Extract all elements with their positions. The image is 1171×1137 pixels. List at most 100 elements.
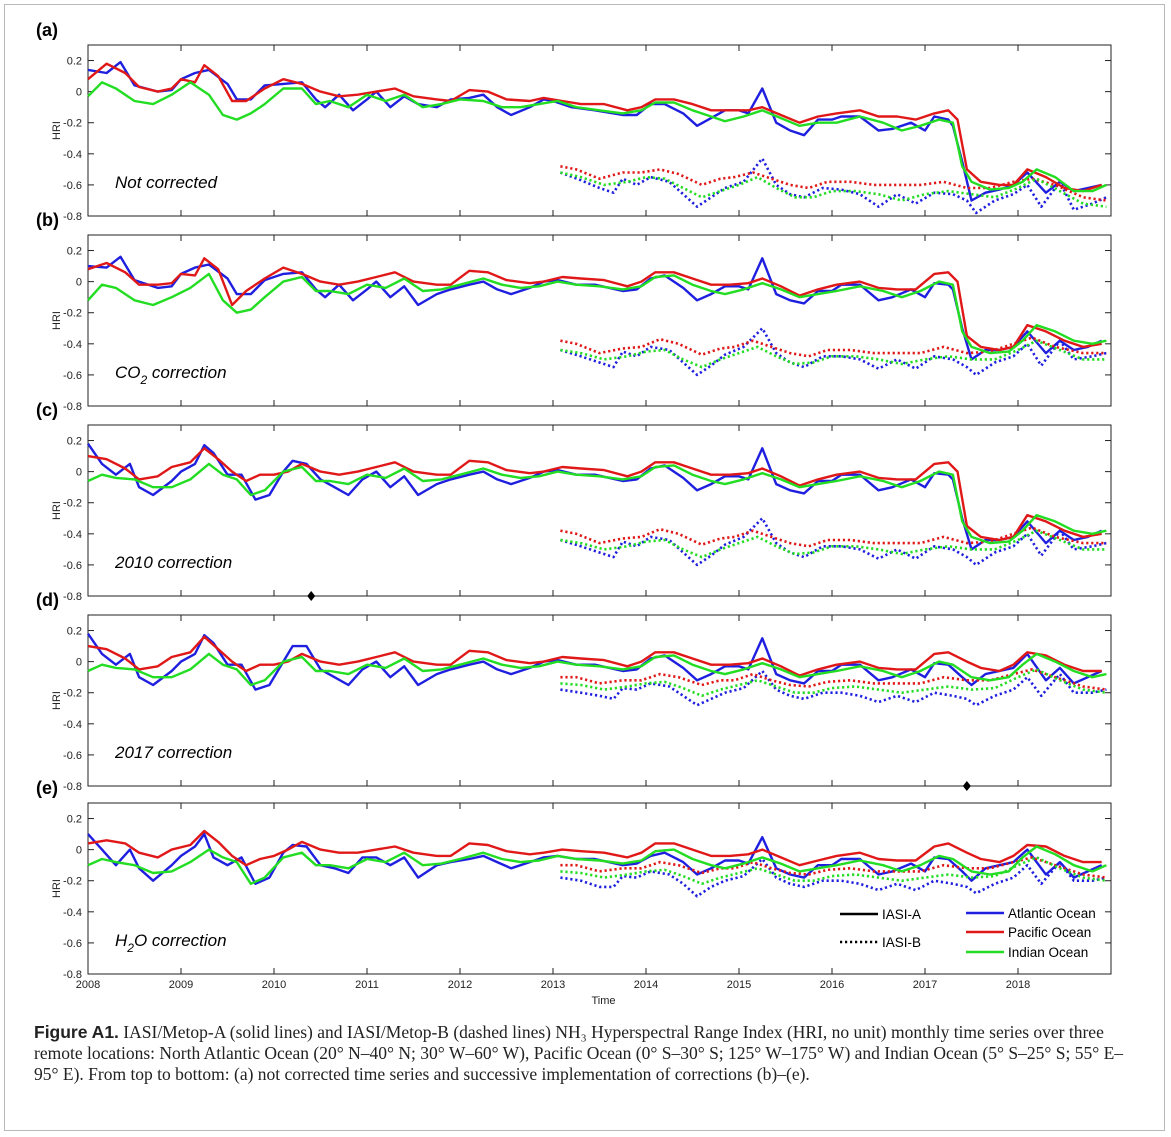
- panel-c-ytick-label: -0.8: [63, 591, 82, 603]
- xlabel: Time: [591, 995, 615, 1007]
- panel-c-event-marker: [307, 591, 316, 601]
- figure-caption: Figure A1. IASI/Metop-A (solid lines) an…: [34, 1022, 1144, 1085]
- panel-d-pacific-ocean-iasi-a-series: [87, 635, 1102, 677]
- panel-e-ytick-label: -0.4: [63, 907, 82, 919]
- panel-b-atlantic-ocean-iasi-a-series: [87, 255, 1103, 361]
- panel-d-label: (d): [36, 590, 59, 610]
- panel-c-label: (c): [36, 400, 58, 420]
- xtick-label: 2018: [1006, 979, 1030, 991]
- panel-e-pacific-ocean-iasi-a-series: [87, 829, 1102, 867]
- figure-chart: 0.2 0 -0.2 -0.4 -0.6 -0.8 HRI (a) Not corrected 0…: [36, 20, 1112, 1007]
- panel-b-ytick-label: -0.8: [63, 401, 82, 413]
- panel-d-ytick-label: 0: [76, 657, 82, 669]
- panel-c-indian-ocean-iasi-a-series: [87, 462, 1107, 545]
- panel-a-atlantic-ocean-iasi-b-series: [559, 157, 1107, 215]
- panel-a-atlantic-ocean-iasi-a-series: [87, 60, 1102, 202]
- xtick-label: 2012: [448, 979, 472, 991]
- panel-d-note: 2017 correction: [114, 743, 232, 762]
- panel-c-ytick-label: 0.2: [67, 436, 82, 448]
- caption-text: IASI/Metop-A (solid lines) and IASI/Meto…: [34, 1022, 1124, 1084]
- panel-b-note: CO2 correction: [115, 363, 227, 387]
- panel-a-ytick-label: -0.8: [63, 211, 82, 223]
- panel-a-indian-ocean-iasi-a-series: [87, 81, 1107, 193]
- xtick-label: 2013: [541, 979, 565, 991]
- xtick-label: 2014: [634, 979, 658, 991]
- panel-d-event-marker: [962, 781, 971, 791]
- caption-label: Figure A1.: [34, 1022, 119, 1042]
- panel-d-ytick-label: -0.4: [63, 719, 82, 731]
- panel-a-note: Not corrected: [115, 173, 218, 192]
- panel-a-ytick-label: -0.2: [63, 118, 82, 130]
- panel-a-ytick-label: -0.6: [63, 180, 82, 192]
- panel-a-indian-ocean-iasi-b-series: [560, 171, 1107, 208]
- panel-b-label: (b): [36, 210, 59, 230]
- panel-b-ytick-label: -0.4: [63, 339, 82, 351]
- panel-c-axes-box: [87, 424, 1112, 597]
- legend-atlantic-ocean-label: Atlantic Ocean: [1008, 906, 1096, 921]
- panel-c-pacific-ocean-iasi-a-series: [87, 447, 1102, 542]
- panel-a-ytick-label: 0: [76, 87, 82, 99]
- panel-d-atlantic-ocean-iasi-a-series: [87, 633, 1103, 691]
- panel-e-axes-box: [87, 802, 1112, 975]
- panel-b-ytick-label: 0.2: [67, 246, 82, 258]
- panel-b-ylabel: HRI: [51, 311, 63, 330]
- panel-e-ytick-label: 0.2: [67, 814, 82, 826]
- panel-e-atlantic-ocean-iasi-b-series: [560, 857, 1107, 898]
- panel-b-atlantic-ocean-iasi-b-series: [560, 327, 1107, 377]
- panel-b-ytick-label: 0: [76, 277, 82, 289]
- legend-indian-ocean-label: Indian Ocean: [1008, 945, 1088, 960]
- panel-c-atlantic-ocean-iasi-b-series: [560, 517, 1107, 567]
- panel-c-pacific-ocean-iasi-b-series: [560, 526, 1107, 548]
- panel-c-ytick-label: 0: [76, 467, 82, 479]
- panel-e-ylabel: HRI: [51, 879, 63, 898]
- panel-d-ytick-label: 0.2: [67, 626, 82, 638]
- panel-b-pacific-ocean-iasi-a-series: [87, 257, 1102, 352]
- panel-b-indian-ocean-iasi-b-series: [560, 339, 1107, 369]
- panel-e-label: (e): [36, 778, 58, 798]
- panel-e-ytick-label: -0.6: [63, 938, 82, 950]
- panel-a-ylabel: HRI: [51, 121, 63, 140]
- panel-b-axes-box: [87, 234, 1112, 407]
- panel-b-pacific-ocean-iasi-b-series: [560, 336, 1107, 358]
- panel-a-label: (a): [36, 20, 58, 40]
- panel-b-ytick-label: -0.2: [63, 308, 82, 320]
- xtick-label: 2017: [913, 979, 937, 991]
- xtick-label: 2011: [355, 979, 379, 991]
- panel-a-ytick-label: -0.4: [63, 149, 82, 161]
- panel-e-pacific-ocean-iasi-b-series: [560, 856, 1107, 879]
- panel-e-ytick-label: -0.8: [63, 969, 82, 981]
- figure-frame: [4, 4, 1165, 1131]
- panel-c-indian-ocean-iasi-b-series: [560, 529, 1107, 559]
- panel-e-note: H2O correction: [115, 931, 227, 955]
- panel-d-ytick-label: -0.8: [63, 781, 82, 793]
- legend-pacific-ocean-label: Pacific Ocean: [1008, 925, 1091, 940]
- xtick-label: 2008: [76, 979, 100, 991]
- panel-b-indian-ocean-iasi-a-series: [87, 272, 1107, 355]
- legend-iasi-a-label: IASI-A: [882, 907, 921, 922]
- panel-e-indian-ocean-iasi-a-series: [87, 845, 1107, 885]
- xtick-label: 2016: [820, 979, 844, 991]
- panel-a-axes-box: [87, 44, 1112, 217]
- panel-d-atlantic-ocean-iasi-b-series: [560, 669, 1107, 707]
- xtick-label: 2010: [262, 979, 286, 991]
- panel-d-ytick-label: -0.2: [63, 688, 82, 700]
- legend-iasi-b-label: IASI-B: [882, 935, 921, 950]
- panel-d-axes-box: [87, 614, 1112, 787]
- panel-d-ytick-label: -0.6: [63, 750, 82, 762]
- panel-c-ytick-label: -0.2: [63, 498, 82, 510]
- panel-c-ytick-label: -0.4: [63, 529, 82, 541]
- panel-e-ytick-label: -0.2: [63, 876, 82, 888]
- panel-c-note: 2010 correction: [114, 553, 232, 572]
- panel-b-ytick-label: -0.6: [63, 370, 82, 382]
- xtick-label: 2009: [169, 979, 193, 991]
- panel-c-ylabel: HRI: [51, 501, 63, 520]
- panel-d-indian-ocean-iasi-a-series: [87, 652, 1107, 687]
- panel-a-pacific-ocean-iasi-a-series: [87, 62, 1103, 193]
- panel-a-ytick-label: 0.2: [67, 56, 82, 68]
- panel-d-ylabel: HRI: [51, 691, 63, 710]
- xtick-label: 2015: [727, 979, 751, 991]
- panel-c-atlantic-ocean-iasi-a-series: [87, 443, 1103, 551]
- panel-d-pacific-ocean-iasi-b-series: [560, 668, 1107, 691]
- panel-e-ytick-label: 0: [76, 845, 82, 857]
- panel-a-pacific-ocean-iasi-b-series: [560, 165, 1107, 202]
